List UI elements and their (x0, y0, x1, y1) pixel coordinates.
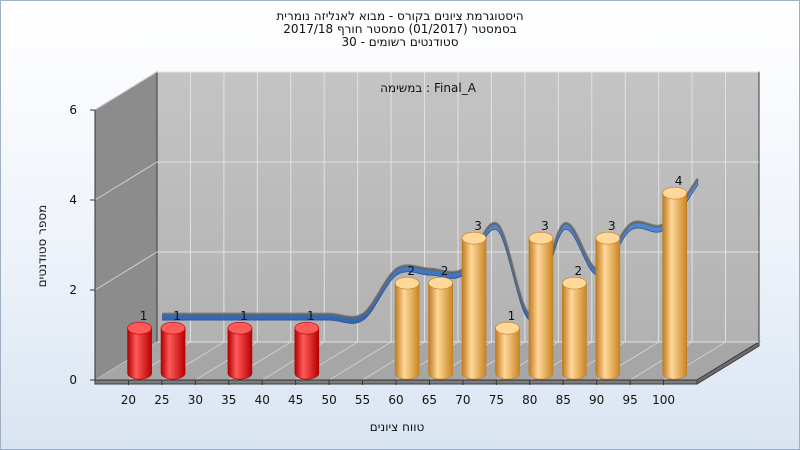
x-tick-label: 70 (455, 393, 470, 407)
bar-value-label: 2 (441, 264, 449, 278)
bar-value-label: 3 (474, 219, 482, 233)
bar-body (662, 192, 688, 380)
bar (394, 276, 420, 380)
side-gridline (94, 251, 158, 291)
bar-top (160, 321, 186, 335)
bar-value-label: 2 (407, 264, 415, 278)
x-tick-label: 50 (321, 393, 336, 407)
bar (428, 276, 453, 380)
x-tick-label: 60 (388, 393, 403, 407)
bar (562, 276, 587, 380)
bar-value-label: 1 (240, 309, 248, 323)
bar (227, 321, 253, 380)
x-axis-label: טווח ציונים (369, 420, 425, 434)
bar-group (127, 186, 688, 380)
bar-top (394, 276, 420, 290)
bar-top (428, 276, 453, 290)
bar-body (461, 237, 487, 380)
bar (495, 321, 520, 380)
bar (160, 321, 186, 380)
bar (595, 231, 621, 380)
bar-value-label: 2 (575, 264, 583, 278)
y-tick-label: 4 (69, 193, 77, 207)
bar-value-label: 3 (608, 219, 616, 233)
bar-top (528, 231, 554, 245)
axes: 0 2 4 6 20 25 30 35 40 45 50 55 60 65 70 75 80 85 90 95 100 (69, 103, 697, 407)
bar-body (160, 327, 186, 380)
bar-body (227, 327, 253, 380)
x-tick-label: 55 (355, 393, 370, 407)
side-gridline (94, 161, 158, 201)
bar-body (562, 282, 587, 380)
bar-top (461, 231, 487, 245)
bar-top (662, 186, 688, 200)
bar-value-label: 1 (307, 309, 315, 323)
bar-top (495, 321, 520, 335)
bar (294, 321, 320, 380)
y-tick-label: 0 (69, 373, 77, 387)
bar-body (495, 327, 520, 380)
task-annotation: במשימה : Final_A (380, 81, 477, 95)
side-gridline (94, 71, 158, 111)
title-line-1: היסטוגרמת ציונים בקורס - מבוא לאנליזה נו… (276, 9, 524, 23)
bar (461, 231, 487, 380)
x-tick-label: 95 (622, 393, 637, 407)
bar-body (394, 282, 420, 380)
bar-top (562, 276, 587, 290)
title-line-3: סטודנטים רשומים - 30 (341, 35, 459, 49)
x-tick-label: 40 (255, 393, 270, 407)
x-tick-label: 20 (121, 393, 136, 407)
bar-value-label: 1 (173, 309, 181, 323)
bar-value-label: 1 (140, 309, 148, 323)
floor-gridline (328, 341, 392, 381)
x-tick-label: 45 (288, 393, 303, 407)
y-tick-label: 6 (69, 103, 77, 117)
x-tick-label: 75 (489, 393, 504, 407)
x-tick-label: 30 (188, 393, 203, 407)
bar (528, 231, 554, 380)
bar-body (595, 237, 621, 380)
bar (127, 321, 152, 380)
bar-value-label: 1 (508, 309, 516, 323)
value-labels: 1 1 1 1 2 2 3 1 3 2 3 4 (140, 174, 683, 323)
x-tick-label: 90 (589, 393, 604, 407)
chart-title: היסטוגרמת ציונים בקורס - מבוא לאנליזה נו… (0, 10, 800, 49)
bar-body (127, 327, 152, 380)
x-tick-label: 25 (154, 393, 169, 407)
bar-top (227, 321, 253, 335)
x-tick-label: 85 (556, 393, 571, 407)
bar-top (294, 321, 320, 335)
x-tick-label: 35 (221, 393, 236, 407)
bar (662, 186, 688, 380)
title-line-2: בסמסטר (01/2017) סמסטר חורף 2017/18 (283, 22, 517, 36)
bar-top (595, 231, 621, 245)
x-tick-label: 65 (422, 393, 437, 407)
floor-edge-right (696, 341, 760, 385)
x-tick-label: 100 (652, 393, 675, 407)
bar-body (528, 237, 554, 380)
bar-value-label: 3 (541, 219, 549, 233)
bar-body (428, 282, 453, 380)
bar-top (127, 321, 152, 335)
bar-body (294, 327, 320, 380)
x-tick-label: 80 (522, 393, 537, 407)
y-tick-label: 2 (69, 283, 77, 297)
bar-value-label: 4 (675, 174, 683, 188)
